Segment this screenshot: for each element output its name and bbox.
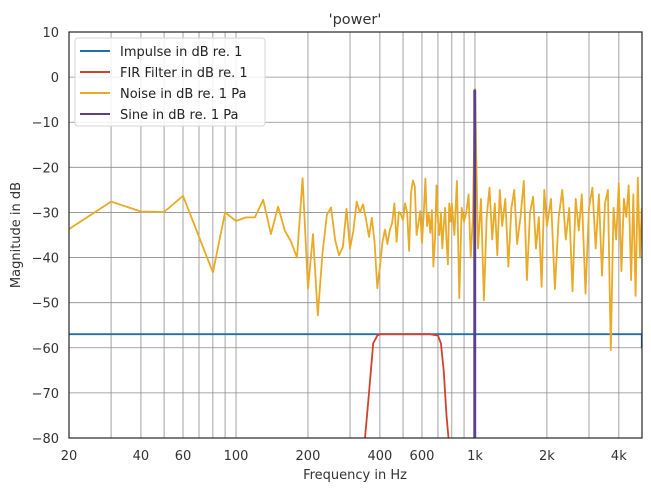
legend-label: Noise in dB re. 1 Pa [120, 87, 246, 102]
y-tick-label: 10 [42, 26, 59, 41]
chart-title: 'power' [329, 12, 382, 28]
y-tick-label: −40 [32, 252, 59, 267]
y-tick-label: −30 [32, 206, 59, 221]
y-tick-label: −50 [32, 297, 59, 312]
legend-label: Impulse in dB re. 1 [120, 45, 242, 60]
x-tick-label: 100 [224, 449, 249, 464]
series-line-3 [69, 87, 642, 351]
x-tick-label: 1k [467, 449, 483, 464]
x-tick-label: 600 [410, 449, 435, 464]
y-axis-ticks: 10 0 −10 −20 −30 −40 −50 −60 −70 −80 [32, 26, 59, 447]
y-tick-label: −80 [32, 432, 59, 447]
y-tick-label: −20 [32, 161, 59, 176]
x-tick-label: 40 [133, 449, 150, 464]
plot-frame [68, 31, 643, 439]
legend-label: FIR Filter in dB re. 1 [120, 66, 248, 81]
y-tick-label: −10 [32, 116, 59, 131]
y-tick-label: 0 [51, 71, 59, 86]
legend-frame [74, 37, 266, 127]
series-line-4 [473, 89, 477, 438]
legend-label: Sine in dB re. 1 Pa [120, 108, 238, 123]
x-tick-label: 200 [296, 449, 321, 464]
x-tick-label: 2k [539, 449, 555, 464]
y-tick-label: −60 [32, 342, 59, 357]
x-tick-label: 400 [367, 449, 392, 464]
y-axis-label: Magnitude in dB [9, 182, 24, 288]
x-axis-ticks: 20 40 60 100 200 400 600 1k 2k 4k [61, 449, 627, 464]
x-tick-label: 20 [61, 449, 78, 464]
x-axis-label: Frequency in Hz [303, 468, 407, 483]
data-series [69, 87, 642, 438]
legend: Impulse in dB re. 1 FIR Filter in dB re. … [74, 37, 266, 127]
y-tick-label: −70 [32, 387, 59, 402]
series-line-2 [364, 333, 450, 438]
x-tick-label: 4k [611, 449, 627, 464]
x-tick-label: 60 [175, 449, 192, 464]
series-line-1 [69, 333, 642, 348]
